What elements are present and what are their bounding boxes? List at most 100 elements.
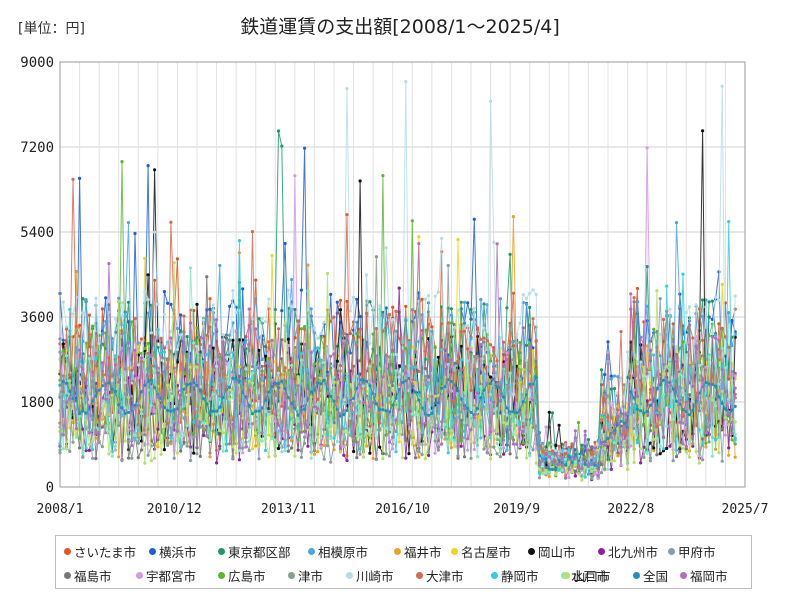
data-point: [733, 374, 737, 378]
data-point: [528, 305, 532, 310]
legend-swatch: [288, 572, 295, 579]
data-point: [511, 339, 515, 343]
data-point: [283, 392, 287, 396]
data-point: [276, 371, 281, 375]
data-point: [64, 400, 69, 404]
data-point: [645, 146, 649, 150]
data-point: [117, 403, 121, 407]
data-point: [348, 401, 352, 405]
data-point: [668, 405, 672, 409]
data-point: [730, 431, 734, 436]
data-point: [110, 379, 114, 383]
data-point: [215, 364, 219, 368]
series-layer: [58, 80, 737, 482]
data-point: [609, 459, 613, 463]
data-point: [479, 396, 483, 400]
data-point: [440, 305, 444, 309]
data-point: [687, 305, 692, 309]
data-point: [338, 446, 343, 451]
data-point: [697, 307, 701, 311]
data-point: [231, 289, 235, 293]
data-point: [316, 450, 320, 454]
data-point: [492, 373, 496, 378]
data-point: [681, 272, 685, 276]
data-point: [603, 373, 607, 377]
data-point: [727, 446, 731, 450]
data-point: [338, 450, 343, 454]
legend-label: 福岡市: [690, 569, 728, 584]
data-point: [687, 323, 692, 327]
data-point: [316, 402, 320, 406]
data-point: [459, 368, 463, 372]
data-point: [378, 421, 382, 425]
data-point: [162, 290, 166, 294]
data-point: [286, 343, 290, 348]
legend-swatch: [394, 548, 401, 555]
data-point: [531, 317, 535, 321]
legend-label: 福島市: [74, 569, 112, 584]
data-point: [609, 402, 613, 406]
data-point: [674, 448, 679, 452]
legend-item: 名古屋市: [451, 542, 511, 561]
data-point: [361, 401, 365, 405]
data-point: [469, 439, 473, 444]
data-point: [378, 445, 382, 449]
data-point: [126, 221, 131, 225]
data-point: [639, 378, 643, 382]
data-point: [162, 350, 166, 354]
data-point: [727, 411, 731, 415]
data-point: [701, 443, 705, 448]
data-point: [309, 351, 313, 355]
data-point: [482, 388, 486, 392]
data-point: [257, 317, 261, 321]
data-point: [195, 424, 199, 428]
data-point: [537, 463, 542, 467]
data-point: [436, 401, 440, 405]
data-point: [436, 414, 440, 418]
data-point: [723, 366, 728, 370]
data-point: [704, 441, 708, 445]
data-point: [374, 255, 378, 259]
data-point: [358, 315, 362, 319]
data-point: [228, 333, 232, 337]
data-point: [616, 451, 620, 455]
data-point: [717, 395, 721, 399]
data-point: [668, 444, 672, 448]
data-point: [175, 326, 179, 331]
data-point: [714, 447, 718, 451]
data-point: [104, 296, 108, 300]
data-point: [146, 420, 150, 424]
data-point: [720, 427, 724, 431]
data-point: [332, 375, 336, 379]
data-point: [345, 372, 349, 376]
data-point: [273, 412, 277, 416]
data-point: [100, 361, 104, 365]
data-point: [707, 382, 711, 386]
data-point: [446, 451, 450, 455]
data-point: [436, 445, 440, 449]
data-point: [169, 329, 173, 334]
data-point: [642, 455, 646, 459]
series-line: [59, 179, 736, 467]
legend-item: 相模原市: [308, 542, 368, 561]
data-point: [534, 293, 538, 297]
data-point: [231, 457, 235, 461]
data-point: [100, 331, 104, 335]
data-point: [381, 457, 385, 461]
data-point: [267, 390, 271, 394]
data-point: [130, 456, 134, 460]
data-point: [162, 370, 166, 374]
data-point: [143, 383, 147, 387]
data-point: [316, 346, 320, 350]
data-point: [544, 468, 548, 473]
data-point: [345, 443, 349, 447]
data-point: [511, 392, 515, 396]
data-point: [541, 458, 545, 462]
data-point: [201, 397, 206, 401]
data-point: [68, 396, 72, 400]
data-point: [64, 381, 69, 385]
data-point: [550, 442, 555, 447]
data-point: [394, 329, 398, 333]
data-point: [61, 338, 65, 342]
data-point: [554, 461, 558, 465]
